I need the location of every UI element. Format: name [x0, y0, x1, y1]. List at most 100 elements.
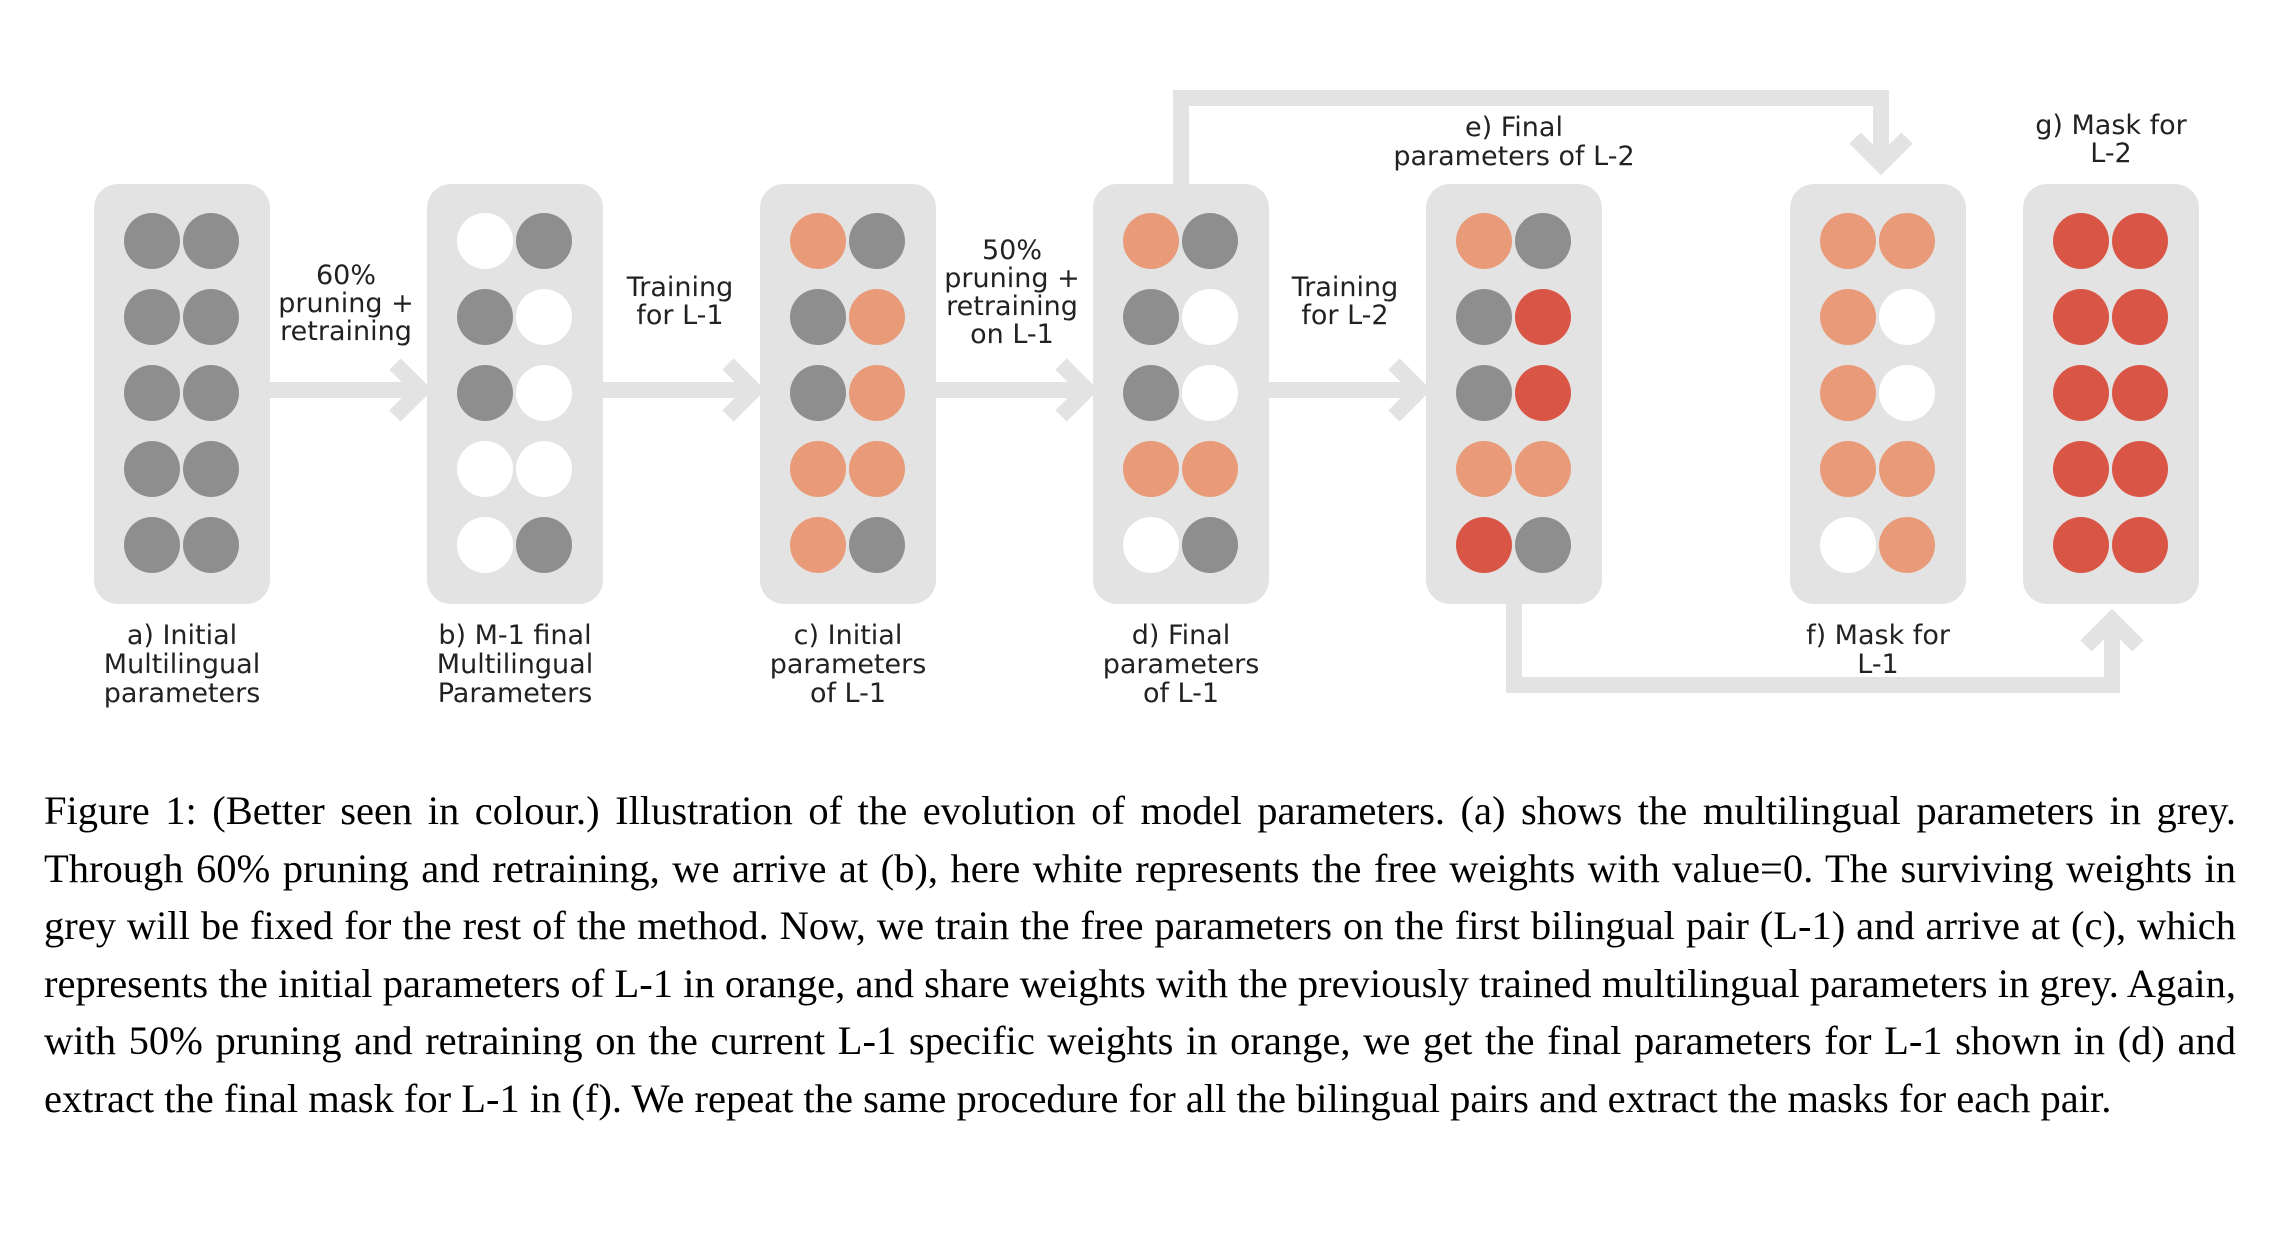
- panel-background: [2023, 184, 2199, 604]
- free-weight: [1123, 517, 1179, 573]
- grey-weight: [124, 517, 180, 573]
- panel-label-line: parameters: [770, 649, 927, 680]
- figure-caption: Figure 1: (Better seen in colour.) Illus…: [44, 788, 2236, 1121]
- orange-weight: [1456, 441, 1512, 497]
- red-weight: [2053, 213, 2109, 269]
- panel-b: [427, 184, 603, 604]
- grey-weight: [183, 365, 239, 421]
- grey-weight: [183, 213, 239, 269]
- panel-label-c: c) Initial parameters of L-1: [770, 620, 927, 709]
- red-weight: [2053, 441, 2109, 497]
- grey-weight: [1456, 289, 1512, 345]
- grey-weight: [124, 213, 180, 269]
- free-weight: [1182, 289, 1238, 345]
- transition-label-line: 50%: [982, 235, 1042, 266]
- transition-label-line: on L-1: [970, 319, 1054, 350]
- panel-e: [1426, 184, 1602, 604]
- red-weight: [2112, 441, 2168, 497]
- grey-weight: [457, 365, 513, 421]
- orange-weight: [1182, 441, 1238, 497]
- arrow-head-b-to-c: [722, 358, 766, 422]
- grey-weight: [790, 365, 846, 421]
- panel-label-line: parameters: [1103, 649, 1260, 680]
- grey-weight: [790, 289, 846, 345]
- panel-label-e: e) Final parameters of L-2: [1393, 112, 1634, 172]
- parameter-panels: [94, 184, 2199, 604]
- orange-weight: [1820, 365, 1876, 421]
- grey-weight: [849, 517, 905, 573]
- red-weight: [1456, 517, 1512, 573]
- panel-label-line: g) Mask for: [2035, 110, 2187, 141]
- red-weight: [2053, 289, 2109, 345]
- grey-weight: [124, 441, 180, 497]
- grey-weight: [1515, 517, 1571, 573]
- panel-c: [760, 184, 936, 604]
- red-weight: [2053, 517, 2109, 573]
- panel-label-line: a) Initial: [127, 620, 237, 651]
- panel-background: [760, 184, 936, 604]
- grey-weight: [1182, 213, 1238, 269]
- panel-label-line: parameters of L-2: [1393, 141, 1634, 172]
- transition-label-line: Training: [1291, 272, 1399, 303]
- panel-background: [1790, 184, 1966, 604]
- red-weight: [2112, 365, 2168, 421]
- grey-weight: [183, 441, 239, 497]
- transition-label-line: Training: [626, 272, 734, 303]
- panel-g: [2023, 184, 2199, 604]
- transition-label-line: pruning +: [278, 288, 413, 319]
- grey-weight: [1182, 517, 1238, 573]
- panel-label-line: Multilingual: [437, 649, 593, 680]
- orange-weight: [849, 365, 905, 421]
- orange-weight: [1820, 289, 1876, 345]
- orange-weight: [1879, 517, 1935, 573]
- red-weight: [2112, 517, 2168, 573]
- transition-label-b-c: Training for L-1: [626, 272, 734, 331]
- grey-weight: [1456, 365, 1512, 421]
- transition-label-c-d: 50% pruning + retraining on L-1: [944, 235, 1079, 350]
- transition-label-line: retraining: [946, 291, 1078, 322]
- red-weight: [2053, 365, 2109, 421]
- red-weight: [2112, 213, 2168, 269]
- free-weight: [1820, 517, 1876, 573]
- orange-weight: [849, 441, 905, 497]
- arrow-head-c-to-d: [1055, 358, 1099, 422]
- grey-weight: [457, 289, 513, 345]
- grey-weight: [516, 213, 572, 269]
- orange-weight: [1879, 441, 1935, 497]
- free-weight: [457, 441, 513, 497]
- grey-weight: [1515, 213, 1571, 269]
- grey-weight: [1123, 365, 1179, 421]
- panel-label-g: g) Mask for L-2: [2035, 110, 2187, 169]
- panel-label-line: L-1: [1857, 649, 1899, 680]
- transition-label-d-e: Training for L-2: [1291, 272, 1399, 331]
- red-weight: [1515, 365, 1571, 421]
- grey-weight: [1123, 289, 1179, 345]
- grey-weight: [124, 289, 180, 345]
- transition-label-line: for L-1: [636, 300, 723, 331]
- panel-label-f: f) Mask for L-1: [1806, 620, 1951, 680]
- orange-weight: [790, 441, 846, 497]
- transition-label-line: retraining: [280, 316, 412, 347]
- orange-weight: [1123, 441, 1179, 497]
- panel-d: [1093, 184, 1269, 604]
- orange-weight: [1820, 213, 1876, 269]
- transition-label-line: pruning +: [944, 263, 1079, 294]
- orange-weight: [1515, 441, 1571, 497]
- panel-label-d: d) Final parameters of L-1: [1103, 620, 1260, 709]
- panel-label-line: b) M-1 final: [438, 620, 591, 651]
- panel-label-line: c) Initial: [794, 620, 903, 651]
- panel-label-line: of L-1: [810, 678, 886, 709]
- free-weight: [1879, 365, 1935, 421]
- orange-weight: [1879, 213, 1935, 269]
- free-weight: [1182, 365, 1238, 421]
- arrow-head-d-to-e: [1388, 358, 1432, 422]
- transition-label-line: for L-2: [1301, 300, 1388, 331]
- arrow-e-to-g: [1506, 604, 2120, 693]
- orange-weight: [1123, 213, 1179, 269]
- panel-f: [1790, 184, 1966, 604]
- panel-background: [1093, 184, 1269, 604]
- panel-label-line: parameters: [104, 678, 261, 709]
- panel-label-line: Multilingual: [104, 649, 260, 680]
- grey-weight: [183, 289, 239, 345]
